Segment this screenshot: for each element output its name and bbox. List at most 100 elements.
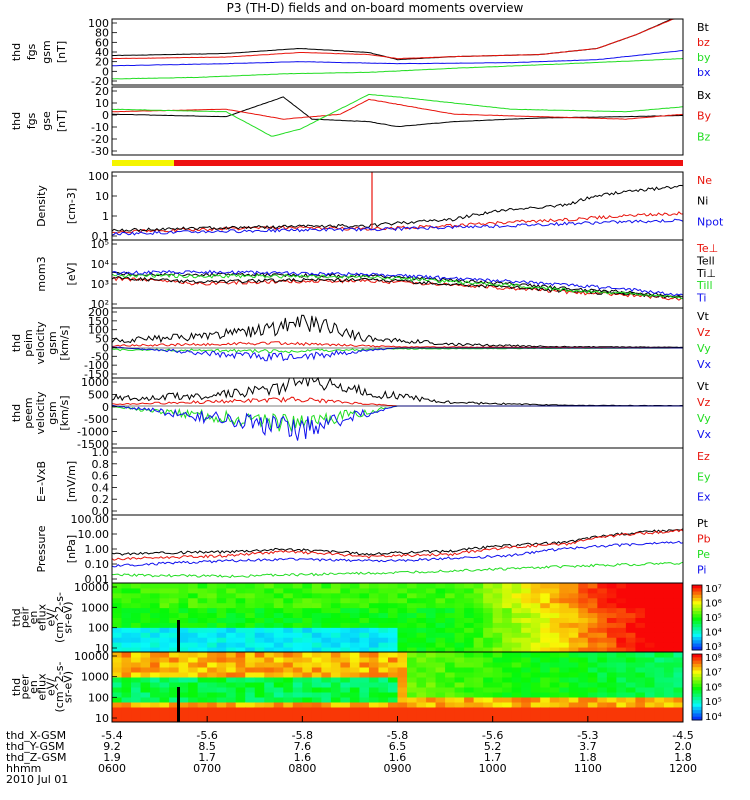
spectrogram-cell	[311, 707, 322, 713]
colorbar-cell	[692, 663, 702, 668]
spectrogram-cell	[340, 597, 351, 604]
spectrogram-cell	[530, 627, 541, 633]
spectrogram-cell	[159, 697, 170, 703]
spectrogram-cell	[292, 662, 303, 668]
colorbar-cell	[692, 670, 702, 675]
y-axis-label: gsm	[46, 331, 59, 354]
spectrogram-cell	[673, 622, 684, 628]
panel-peir: 10⁷10⁶10⁵10⁴10³10000100010010thdpeirenef…	[10, 581, 722, 655]
spectrogram-cell	[511, 583, 522, 589]
spectrogram-cell	[254, 717, 265, 723]
spectrogram-cell	[226, 587, 237, 594]
spectrogram-cell	[159, 657, 170, 663]
x-tick-label: 1.8	[579, 751, 597, 764]
spectrogram-cell	[473, 592, 484, 599]
spectrogram-cell	[311, 612, 322, 618]
spectrogram-cell	[625, 612, 636, 618]
y-axis-label: Pressure	[35, 525, 48, 572]
y-tick-label: -30	[91, 145, 109, 158]
spectrogram-cell	[464, 662, 475, 668]
spectrogram-cell	[387, 602, 398, 609]
spectrogram-cell	[625, 632, 636, 638]
spectrogram-cell	[606, 677, 617, 683]
spectrogram-cell	[616, 687, 627, 693]
spectrogram-cell	[359, 642, 370, 648]
spectrogram-cell	[235, 662, 246, 668]
spectrogram-cell	[407, 587, 418, 594]
spectrogram-cell	[540, 667, 551, 673]
spectrogram-cell	[359, 667, 370, 673]
spectrogram-cell	[387, 692, 398, 698]
y-tick-label: 0	[102, 65, 109, 78]
spectrogram-cell	[473, 692, 484, 698]
spectrogram-cell	[121, 682, 132, 688]
series-line-by	[111, 58, 684, 80]
spectrogram-cell	[207, 583, 218, 589]
spectrogram-cell	[159, 677, 170, 683]
spectrogram-cell	[606, 617, 617, 623]
spectrogram-cell	[549, 652, 560, 658]
colorbar-cell	[692, 604, 702, 609]
spectrogram-cell	[416, 597, 427, 604]
series-line-Vx	[111, 404, 683, 441]
spectrogram-cell	[397, 682, 408, 688]
spectrogram-cell	[540, 712, 551, 718]
spectrogram-cell	[140, 717, 151, 723]
spectrogram-cell	[416, 617, 427, 623]
y-tick-label: 0	[102, 401, 109, 414]
spectrogram-cell	[492, 583, 503, 589]
spectrogram-cell	[530, 692, 541, 698]
spectrogram-cell	[625, 672, 636, 678]
x-tick-label: 1.6	[389, 751, 407, 764]
x-tick-label: -5.6	[196, 729, 217, 742]
spectrogram-cell	[492, 682, 503, 688]
spectrogram-cell	[635, 617, 646, 623]
spectrogram-cell	[654, 677, 665, 683]
spectrogram-cell	[245, 672, 256, 678]
spectrogram-cell	[464, 647, 475, 653]
spectrogram-cell	[473, 622, 484, 628]
spectrogram-cell	[368, 622, 379, 628]
spectrogram-cell	[521, 612, 532, 618]
spectrogram-cell	[445, 637, 456, 643]
spectrogram-cell	[283, 677, 294, 683]
spectrogram-cell	[435, 617, 446, 623]
spectrogram-cell	[321, 652, 332, 658]
spectrogram-cell	[559, 657, 570, 663]
x-tick-label: 9.2	[103, 740, 121, 753]
spectrogram-cell	[673, 692, 684, 698]
spectrogram-cell	[416, 677, 427, 683]
spectrogram-cell	[616, 607, 627, 614]
spectrogram-cell	[112, 637, 123, 643]
y-tick-label: 10	[95, 642, 109, 655]
spectrogram-cell	[559, 612, 570, 618]
spectrogram-cell	[483, 672, 494, 678]
spectrogram-cell	[254, 712, 265, 718]
spectrogram-cell	[121, 692, 132, 698]
spectrogram-cell	[407, 702, 418, 708]
spectrogram-cell	[235, 652, 246, 658]
spectrogram-cell	[416, 672, 427, 678]
spectrogram-cell	[216, 717, 227, 723]
y-tick-label: 1.0	[92, 446, 110, 459]
spectrogram-cell	[407, 592, 418, 599]
spectrogram-cell	[397, 667, 408, 673]
y-tick-label: 100	[88, 691, 109, 704]
x-tick-label: 1.7	[484, 751, 502, 764]
spectrogram-cell	[378, 617, 389, 623]
spectrogram-cell	[445, 677, 456, 683]
spectrogram-cell	[245, 632, 256, 638]
spectrogram-cell	[502, 637, 513, 643]
spectrogram-cell	[349, 587, 360, 594]
spectrogram-cell	[464, 607, 475, 614]
spectrogram-cell	[321, 702, 332, 708]
y-tick-label: 10.00	[78, 528, 110, 541]
spectrogram-cell	[378, 667, 389, 673]
spectrogram-cell	[530, 707, 541, 713]
spectrogram-cell	[606, 592, 617, 599]
spectrogram-cell	[302, 583, 313, 589]
spectrogram-cell	[416, 702, 427, 708]
spectrogram-cell	[330, 712, 341, 718]
spectrogram-cell	[378, 597, 389, 604]
